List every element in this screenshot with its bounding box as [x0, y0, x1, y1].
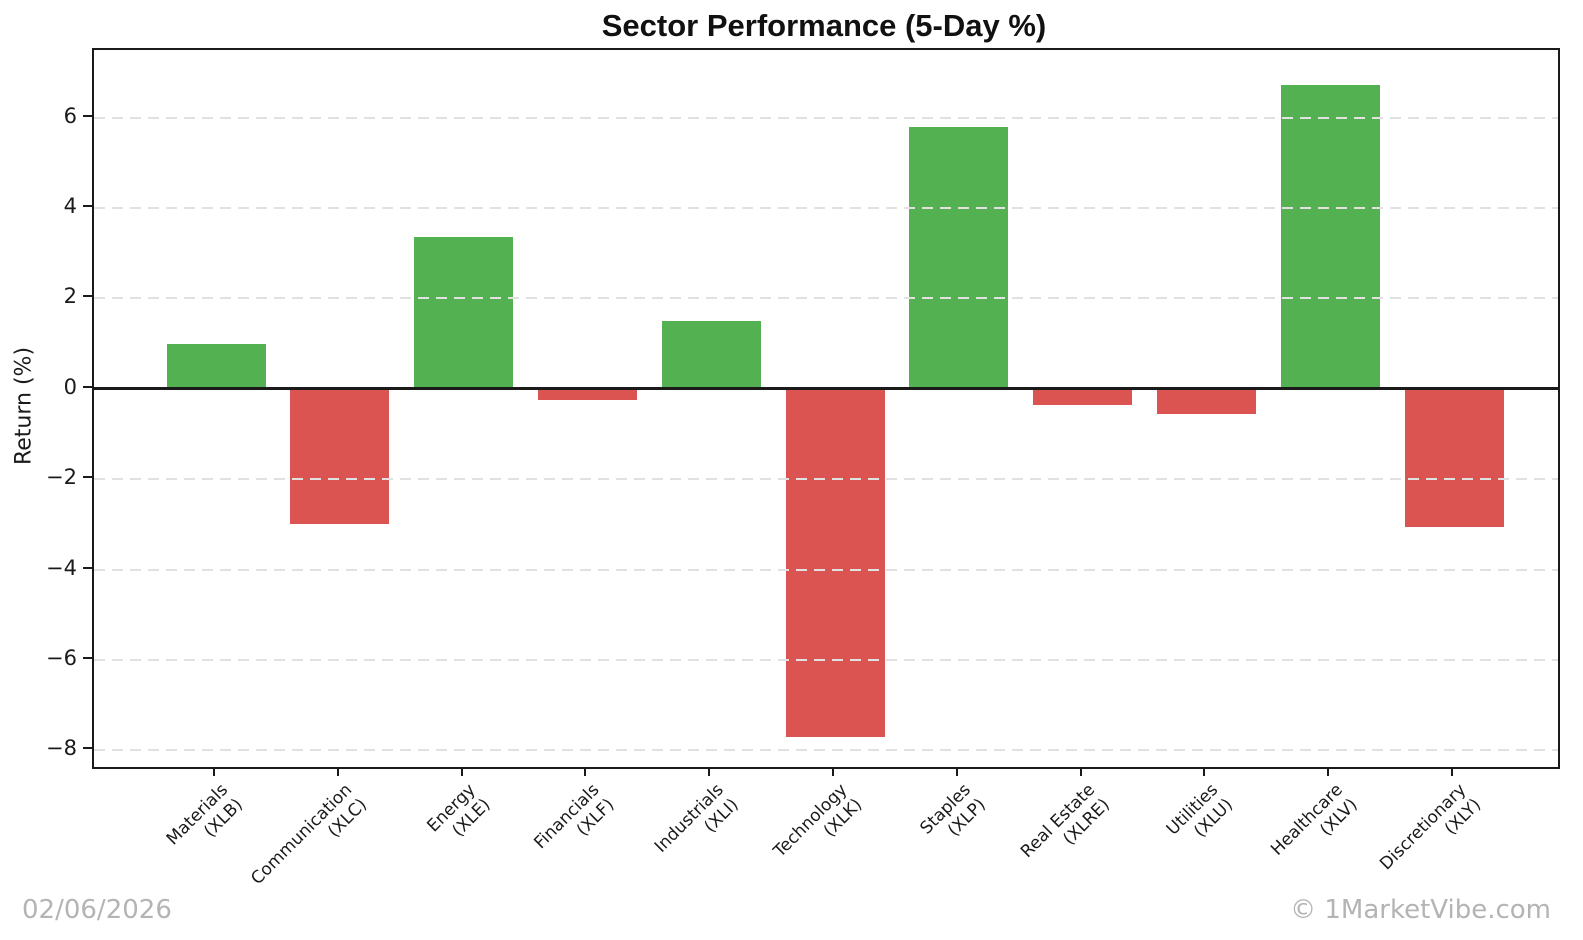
x-tick-mark — [460, 767, 463, 776]
gridline-y--8 — [94, 749, 1558, 752]
bar-materials — [166, 343, 266, 389]
plot-area — [92, 48, 1560, 769]
gridline-y-2 — [94, 297, 1558, 300]
bar-financials — [537, 388, 637, 401]
x-tick-label-staples: Staples (XLP) — [916, 780, 990, 854]
x-tick-mark — [1203, 767, 1206, 776]
y-tick-label: 6 — [63, 103, 77, 128]
gridline-y-4 — [94, 207, 1558, 210]
x-tick-label-energy: Energy (XLE) — [424, 780, 496, 852]
y-tick-mark — [83, 747, 92, 750]
y-tick-label: 4 — [63, 194, 77, 219]
y-tick-mark — [83, 656, 92, 659]
y-tick-label: −6 — [46, 645, 77, 670]
y-tick-mark — [83, 476, 92, 479]
x-tick-mark — [955, 767, 958, 776]
y-tick-label: 0 — [63, 374, 77, 399]
y-tick-label: −2 — [46, 465, 77, 490]
y-tick-mark — [83, 385, 92, 388]
bar-discretionary — [1404, 388, 1504, 527]
bar-real-estate — [1033, 388, 1133, 405]
x-tick-label-financials: Financials (XLF) — [530, 780, 619, 869]
gridline-y--2 — [94, 478, 1558, 481]
x-tick-mark — [1451, 767, 1453, 776]
y-tick-label: −4 — [46, 555, 77, 580]
x-tick-mark — [213, 767, 215, 776]
gridline-y-6 — [94, 116, 1558, 119]
bar-utilities — [1156, 388, 1256, 414]
y-tick-mark — [83, 114, 92, 117]
chart-title: Sector Performance (5-Day %) — [601, 8, 1047, 43]
bar-healthcare — [1280, 85, 1380, 389]
x-tick-label-industrials: Industrials (XLI) — [651, 780, 743, 872]
x-tick-mark — [1079, 767, 1082, 776]
x-tick-label-real-estate: Real Estate (XLRE) — [1017, 780, 1114, 877]
bar-staples — [909, 126, 1009, 389]
x-tick-label-healthcare: Healthcare (XLV) — [1267, 780, 1362, 875]
y-axis-label: Return (%) — [11, 346, 37, 466]
y-tick-mark — [83, 566, 92, 569]
x-tick-mark — [832, 767, 834, 776]
bar-technology — [785, 388, 885, 737]
bar-industrials — [661, 321, 761, 389]
x-tick-mark — [708, 767, 711, 776]
footer-watermark: © 1MarketVibe.com — [1290, 895, 1551, 925]
x-tick-mark — [336, 767, 339, 776]
x-tick-label-utilities: Utilities (XLU) — [1163, 780, 1238, 855]
bar-communication — [290, 388, 390, 525]
footer-date: 02/06/2026 — [22, 895, 172, 925]
y-tick-label: −8 — [46, 736, 77, 761]
y-tick-mark — [83, 295, 92, 298]
x-tick-mark — [1327, 767, 1330, 776]
bar-energy — [414, 236, 514, 389]
x-tick-label-discretionary: Discretionary (XLY) — [1376, 780, 1486, 890]
x-tick-label-materials: Materials (XLB) — [163, 780, 248, 865]
x-tick-label-communication: Communication (XLC) — [247, 780, 371, 904]
x-tick-mark — [584, 767, 587, 776]
y-tick-label: 2 — [63, 284, 77, 309]
y-tick-mark — [83, 205, 92, 208]
gridline-y--6 — [94, 658, 1558, 661]
x-tick-label-technology: Technology (XLK) — [770, 780, 867, 877]
gridline-y--4 — [94, 568, 1558, 571]
zero-axis-line — [94, 387, 1558, 391]
